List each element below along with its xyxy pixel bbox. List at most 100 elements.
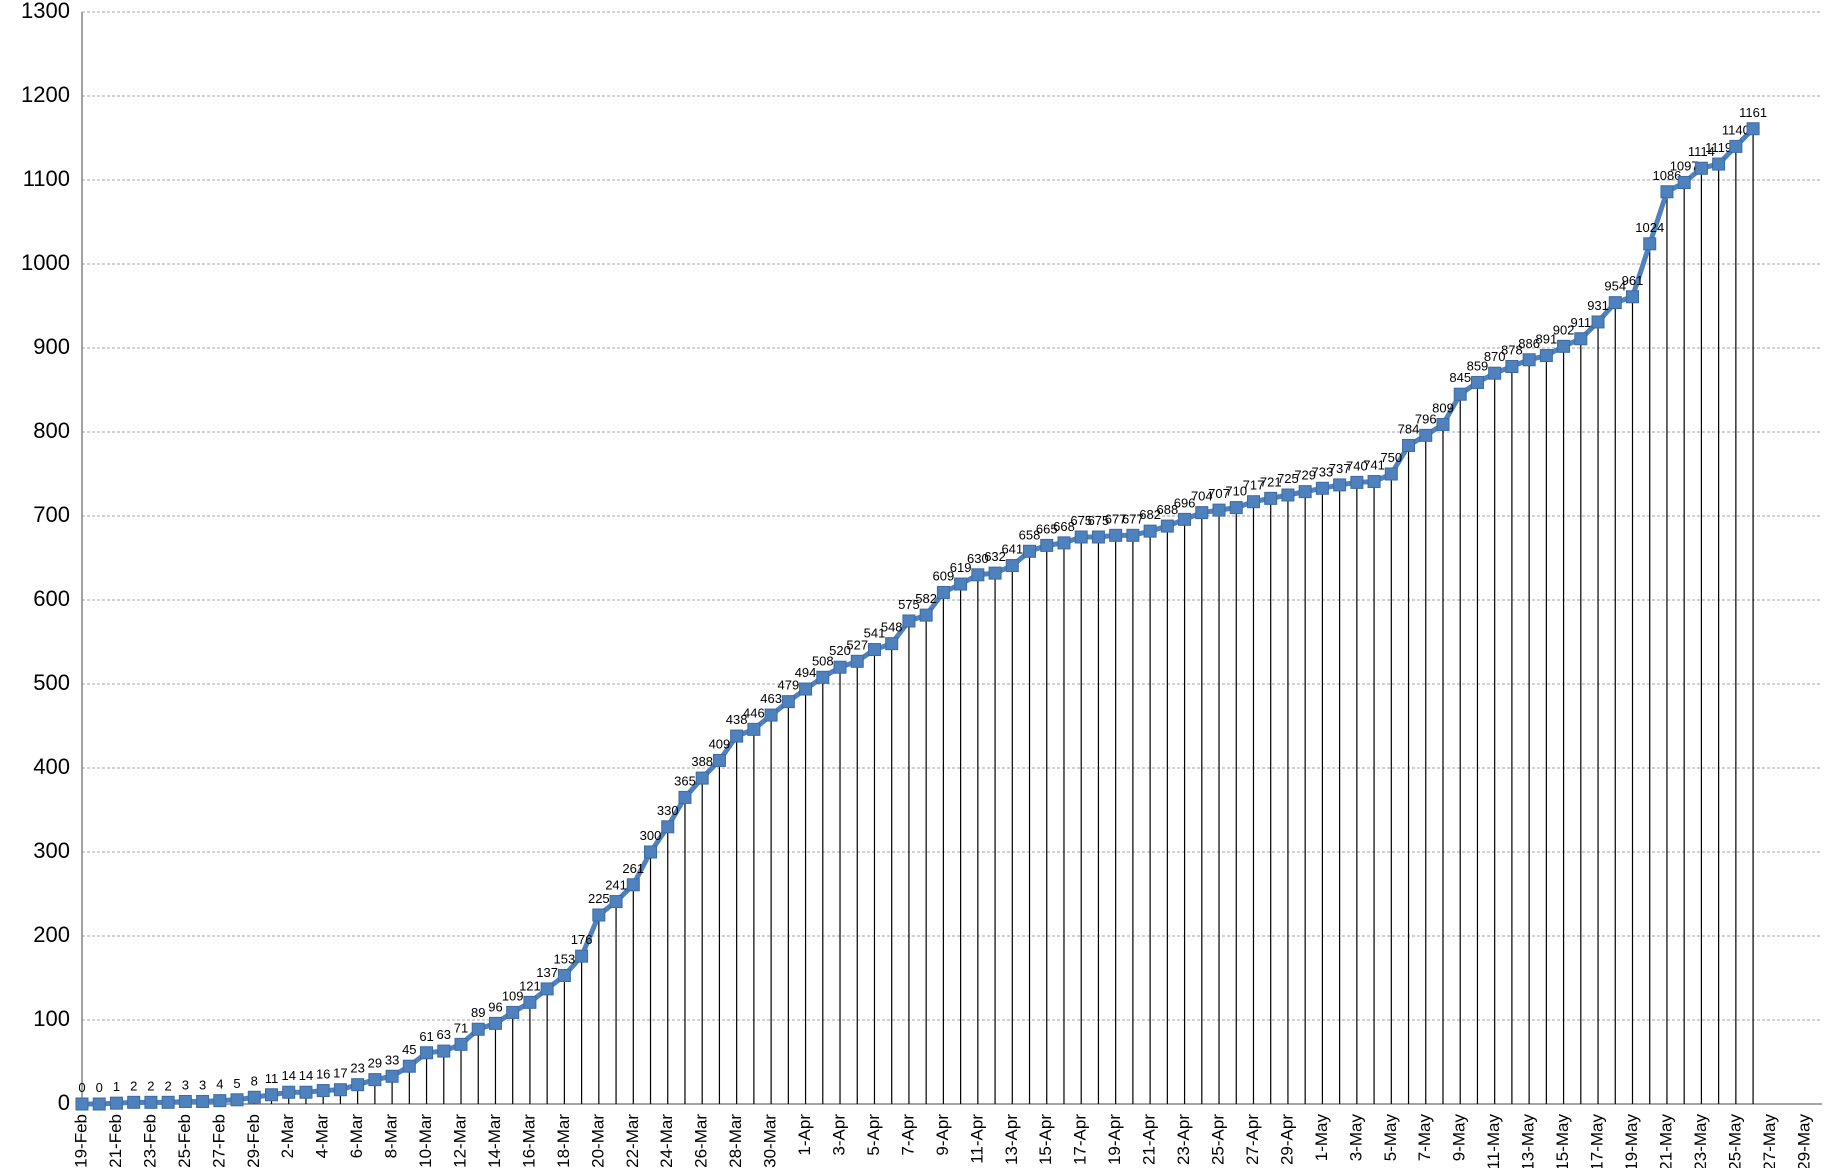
data-label: 0 [96, 1080, 103, 1095]
data-label: 677 [1105, 511, 1127, 526]
marker [971, 568, 985, 582]
marker [1470, 375, 1484, 389]
data-label: 740 [1346, 458, 1368, 473]
x-tick-label: 14-Mar [485, 1114, 504, 1168]
x-tick-label: 22-Mar [623, 1114, 642, 1168]
data-label: 582 [915, 591, 937, 606]
marker [1712, 157, 1726, 171]
marker [557, 968, 571, 982]
data-label: 2 [165, 1078, 172, 1093]
marker [282, 1085, 296, 1099]
data-label: 5 [233, 1076, 240, 1091]
marker [1126, 528, 1140, 542]
data-label: 527 [846, 637, 868, 652]
marker [644, 845, 658, 859]
x-tick-label: 3-Apr [830, 1114, 849, 1156]
y-tick-label: 800 [33, 418, 70, 443]
y-tick-label: 200 [33, 922, 70, 947]
x-tick-label: 28-Mar [726, 1114, 745, 1168]
marker [265, 1088, 279, 1102]
marker [161, 1095, 175, 1109]
data-label: 446 [743, 705, 765, 720]
x-tick-label: 24-Mar [657, 1114, 676, 1168]
data-label: 688 [1156, 502, 1178, 517]
x-tick-label: 21-Apr [1140, 1114, 1159, 1165]
marker [75, 1097, 89, 1111]
x-tick-label: 23-May [1691, 1114, 1710, 1168]
y-tick-label: 600 [33, 586, 70, 611]
data-label: 330 [657, 803, 679, 818]
data-label: 1119 [1705, 140, 1732, 155]
marker [1315, 481, 1329, 495]
x-tick-label: 1-Apr [795, 1114, 814, 1156]
data-label: 575 [898, 597, 920, 612]
data-label: 494 [795, 665, 817, 680]
data-label: 261 [622, 861, 644, 876]
data-label: 1 [113, 1079, 120, 1094]
data-label: 137 [536, 965, 558, 980]
data-label: 733 [1312, 464, 1334, 479]
x-tick-label: 9-May [1450, 1114, 1469, 1162]
data-label: 0 [78, 1080, 85, 1095]
data-label: 438 [726, 712, 748, 727]
data-label: 541 [864, 626, 886, 641]
data-label: 89 [471, 1005, 485, 1020]
data-label: 665 [1036, 521, 1058, 536]
data-label: 878 [1501, 342, 1523, 357]
x-tick-label: 17-May [1588, 1114, 1607, 1168]
marker [936, 585, 950, 599]
data-label: 8 [251, 1073, 258, 1088]
marker [127, 1095, 141, 1109]
marker [747, 722, 761, 736]
marker [1333, 478, 1347, 492]
marker [1505, 359, 1519, 373]
data-label: 911 [1570, 315, 1591, 330]
x-tick-label: 29-Feb [244, 1114, 263, 1168]
marker [1591, 315, 1605, 329]
data-label: 96 [488, 999, 502, 1014]
x-tick-label: 26-Mar [692, 1114, 711, 1168]
x-tick-label: 5-May [1381, 1114, 1400, 1162]
y-tick-label: 100 [33, 1006, 70, 1031]
marker [1557, 339, 1571, 353]
marker [626, 878, 640, 892]
marker [1436, 417, 1450, 431]
data-label: 682 [1139, 507, 1161, 522]
marker [196, 1094, 210, 1108]
data-label: 717 [1243, 478, 1265, 493]
data-label: 741 [1363, 458, 1385, 473]
x-tick-label: 27-Apr [1243, 1114, 1262, 1165]
data-label: 548 [881, 620, 903, 635]
marker [1729, 139, 1743, 153]
marker [799, 682, 813, 696]
marker [1419, 428, 1433, 442]
marker [902, 614, 916, 628]
marker [1212, 503, 1226, 517]
data-label: 729 [1294, 468, 1316, 483]
marker [316, 1084, 330, 1098]
data-label: 954 [1604, 279, 1626, 294]
x-tick-label: 23-Feb [140, 1114, 159, 1168]
marker [333, 1083, 347, 1097]
marker [1402, 438, 1416, 452]
marker [1574, 332, 1588, 346]
marker [299, 1085, 313, 1099]
marker [1195, 506, 1209, 520]
x-tick-label: 5-Apr [864, 1114, 883, 1156]
data-label: 365 [674, 773, 696, 788]
data-label: 725 [1277, 471, 1299, 486]
data-label: 1161 [1739, 105, 1767, 120]
data-label: 809 [1432, 400, 1454, 415]
marker [368, 1073, 382, 1087]
marker [781, 695, 795, 709]
marker [1539, 349, 1553, 363]
marker [1160, 519, 1174, 533]
marker [885, 637, 899, 651]
data-label: 121 [519, 978, 541, 993]
x-tick-label: 27-May [1760, 1114, 1779, 1168]
marker [1091, 530, 1105, 544]
marker [919, 608, 933, 622]
data-label: 632 [984, 549, 1006, 564]
